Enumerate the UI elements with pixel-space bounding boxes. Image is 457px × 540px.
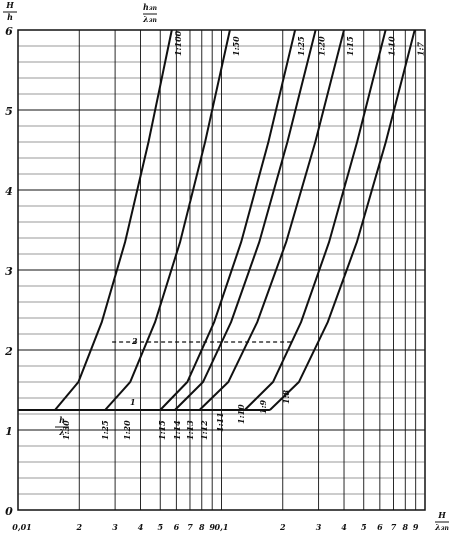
steepness-label: 1:12: [199, 420, 209, 440]
steepness-label: 1:13: [185, 420, 195, 440]
x-axis-label-num: H: [437, 510, 446, 520]
steepness-label: 1:25: [100, 420, 110, 440]
annotation: 1: [130, 397, 136, 407]
curve: [269, 29, 416, 411]
y-axis-label-num: H: [5, 0, 14, 10]
x-tick-label: 0,1: [215, 522, 229, 532]
y-tick-label: 1: [5, 425, 13, 438]
baseline-label-den-text: λ: [58, 427, 65, 437]
legend-header-num-text: h: [143, 2, 149, 12]
legend-header-den-sub: зп: [149, 17, 157, 24]
curve-label: 1:100: [173, 30, 183, 56]
x-tick-label: 4: [341, 522, 347, 532]
x-tick-label: 3: [316, 522, 322, 532]
legend-header-den: λзп: [142, 14, 157, 24]
baseline-label-num-text: h: [59, 415, 65, 425]
steepness-label: 1:11: [215, 412, 225, 432]
y-tick-label: 0: [5, 505, 13, 518]
x-tick-label: 9: [209, 522, 215, 532]
curve-label: 1:20: [317, 36, 327, 56]
x-axis-label-den: λзп: [434, 522, 449, 532]
x-tick-label: 5: [361, 522, 367, 532]
y-tick-label: 2: [4, 345, 13, 358]
x-tick-label: 8: [402, 522, 408, 532]
x-tick-label: 0,01: [12, 522, 31, 532]
steepness-label: 1:8: [281, 389, 291, 404]
curve: [104, 29, 231, 411]
curve-label: 1:25: [296, 36, 306, 56]
curve: [174, 29, 317, 411]
x-tick-label: 9: [413, 522, 419, 532]
steepness-label: 1:30: [61, 420, 71, 440]
x-tick-label: 6: [174, 522, 180, 532]
y-tick-label: 5: [5, 105, 13, 118]
curve-label: 1:50: [231, 36, 241, 56]
x-axis-label-den-sub: зп: [441, 525, 449, 532]
x-tick-label: 4: [138, 522, 144, 532]
curve-label: 1:7: [416, 41, 426, 56]
curve: [198, 29, 345, 411]
curve: [243, 29, 387, 411]
x-tick-label: 2: [279, 522, 286, 532]
curve-label: 1:15: [345, 36, 355, 56]
x-tick-label: 3: [112, 522, 118, 532]
annotation: 2: [131, 336, 138, 346]
x-tick-label: 5: [157, 522, 163, 532]
x-tick-label: 6: [377, 522, 383, 532]
y-axis-label-den-text: h: [7, 12, 13, 22]
legend-header-num: hзп: [143, 2, 157, 12]
steepness-label: 1:9: [258, 399, 268, 414]
x-tick-label: 2: [75, 522, 82, 532]
legend-header-num-sub: зп: [149, 5, 157, 12]
x-axis-label-den-text: λ: [434, 522, 441, 532]
steepness-label: 1:10: [236, 404, 246, 424]
curve: [159, 29, 297, 411]
legend-header-den-text: λ: [142, 14, 149, 24]
steepness-label: 1:14: [172, 420, 182, 440]
y-tick-label: 4: [5, 185, 13, 198]
baseline-label-num: h: [59, 415, 65, 425]
steepness-label: 1:20: [122, 420, 132, 440]
x-tick-label: 7: [187, 522, 193, 532]
y-tick-label: 6: [5, 25, 13, 38]
y-tick-label: 3: [5, 265, 13, 278]
x-tick-label: 8: [199, 522, 205, 532]
baseline-label-den: λ: [58, 427, 65, 437]
curve: [54, 29, 173, 411]
x-tick-label: 7: [391, 522, 397, 532]
x-axis-label-num-text: H: [437, 510, 446, 520]
y-axis-label-num-text: H: [5, 0, 14, 10]
y-axis-label-den: h: [7, 12, 13, 22]
steepness-label: 1:15: [157, 420, 167, 440]
curve-label: 1:10: [387, 36, 397, 56]
